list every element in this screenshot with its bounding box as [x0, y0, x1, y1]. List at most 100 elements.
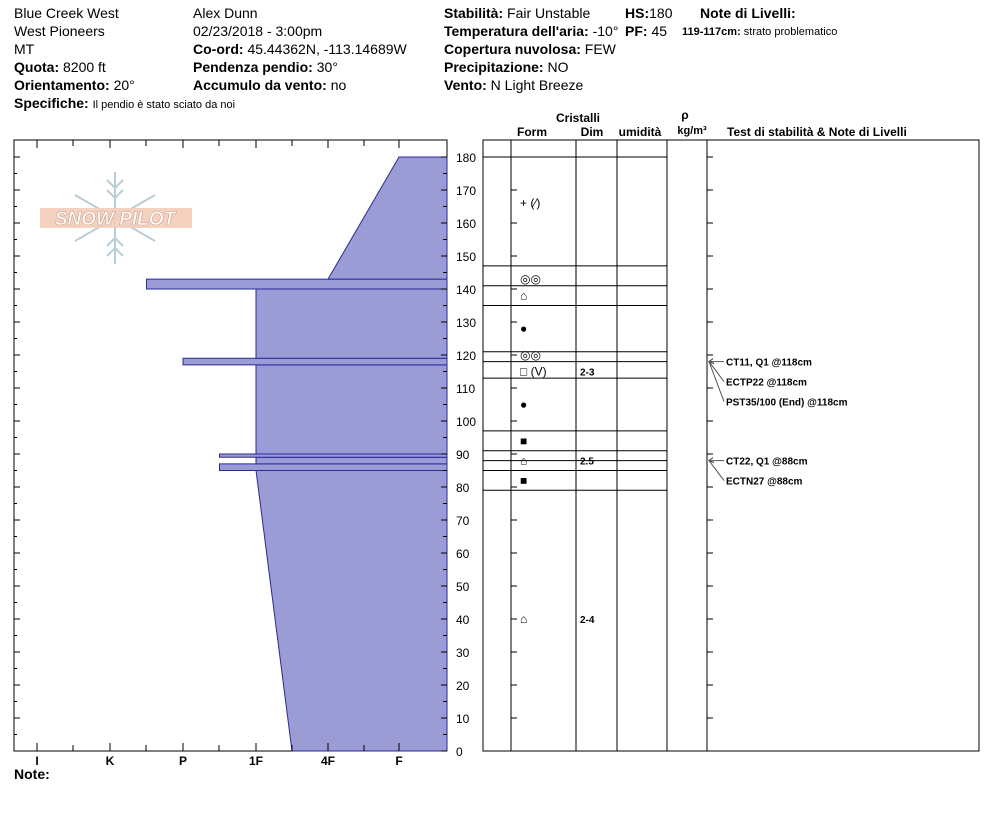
hardness-axis: I K P 1F 4F F	[35, 140, 403, 768]
coord-value: 45.44362N, -113.14689W	[247, 41, 407, 57]
spec-value: Il pendio è stato sciato da noi	[92, 99, 236, 111]
spec-label: Specifiche:	[14, 95, 89, 111]
air-label: Temperatura dell'aria:	[444, 23, 589, 39]
y-tick-label: 110	[456, 382, 475, 396]
hardness-segment	[327, 156, 448, 280]
hs-label: HS:	[625, 5, 650, 21]
layer-notes-label: Note di Livelli:	[700, 5, 796, 21]
grain-form-symbol: ●	[520, 322, 527, 336]
snowpilot-logo: SNOW PILOT	[40, 172, 192, 264]
height-axis: 0 10 20 30 40 50 60 70 80 90 100 110 120 130 140 150 160…	[441, 151, 476, 759]
hardness-profile	[146, 156, 448, 752]
stab-field: Stabilità: Fair Unstable	[444, 4, 590, 22]
stab-label: Stabilità:	[444, 5, 504, 21]
test-arrowhead	[707, 457, 715, 464]
x-tick-label: F	[395, 754, 402, 768]
datetime: 02/23/2018 - 3:00pm	[193, 23, 323, 39]
spec-field: Specifiche: Il pendio è stato sciato da …	[14, 94, 235, 114]
hs-field: HS:180	[625, 4, 672, 22]
coord-field: Co-ord: 45.44362N, -113.14689W	[193, 40, 407, 58]
grain-size: 2-3	[580, 368, 595, 379]
quota-value: 8200 ft	[63, 59, 106, 75]
y-tick-label: 180	[456, 151, 476, 165]
layer-boundaries	[483, 156, 667, 491]
coord-label: Co-ord:	[193, 41, 244, 57]
stab-value: Fair Unstable	[507, 5, 591, 21]
y-tick-label: 30	[456, 646, 470, 660]
col-header-umidita: umidità	[619, 125, 662, 139]
y-tick-label: 160	[456, 217, 476, 231]
y-tick-label: 100	[456, 415, 476, 429]
pf-field: PF: 45	[625, 22, 667, 40]
grain-form-symbol: + (⁄)	[520, 196, 540, 210]
test-result: PST35/100 (End) @118cm	[726, 398, 848, 409]
y-tick-label: 170	[456, 184, 476, 198]
grain-form-symbol: ■	[520, 473, 527, 487]
y-tick-label: 90	[456, 448, 470, 462]
y-tick-label: 70	[456, 514, 470, 528]
x-tick-label: P	[179, 754, 187, 768]
y-tick-label: 80	[456, 481, 470, 495]
col-header-dim: Dim	[581, 125, 604, 139]
hardness-segment	[219, 463, 448, 471]
air-value: -10°	[592, 23, 619, 39]
col-header-density-unit: kg/m³	[677, 125, 707, 137]
hardness-segment	[182, 357, 448, 366]
left-ticks	[14, 156, 20, 752]
hardness-segment	[255, 364, 448, 455]
test-result: ECTN27 @88cm	[726, 477, 803, 488]
x-tick-label: K	[106, 754, 115, 768]
range-name: West Pioneers	[14, 23, 105, 39]
air-field: Temperatura dell'aria: -10°	[444, 22, 618, 40]
grain-form-symbol: ◎◎	[520, 348, 541, 362]
precip-label: Precipitazione:	[444, 59, 544, 75]
wind-load-value: no	[330, 77, 347, 93]
observer-name: Alex Dunn	[193, 5, 258, 21]
cloud-field: Copertura nuvolosa: FEW	[444, 40, 616, 58]
grain-size: 2-4	[580, 615, 595, 626]
y-tick-label: 60	[456, 547, 470, 561]
pf-value: 45	[651, 23, 668, 39]
wind-load-field: Accumulo da vento: no	[193, 76, 346, 94]
layer-note-range: 119-117cm:	[682, 26, 741, 38]
stability-tests: CT22, Q1 @88cm ECTN27 @88cm CT11, Q1 @118c…	[707, 358, 848, 488]
col-header-form: Form	[517, 125, 547, 139]
hardness-segment	[255, 456, 448, 465]
hardness-segment	[255, 470, 448, 752]
wind-field: Vento: N Light Breeze	[444, 76, 583, 94]
grain-form-symbol: □ (V)	[520, 365, 547, 379]
quota-field: Quota: 8200 ft	[14, 58, 106, 76]
col-header-tests: Test di stabilità & Note di Livelli	[727, 125, 907, 139]
precip-value: NO	[547, 59, 569, 75]
col-header-rho: ρ	[681, 108, 688, 122]
y-tick-label: 50	[456, 580, 470, 594]
layer-symbols: + (⁄) ◎◎ ⌂ ● ◎◎ □ (V) 2-3 ● ■ ⌂ 2.5 ■ ⌂ 2-4	[520, 196, 595, 626]
pf-label: PF:	[625, 23, 648, 39]
cloud-value: FEW	[584, 41, 616, 57]
note-label: Note:	[14, 766, 50, 782]
test-arrow	[708, 361, 725, 402]
test-arrowhead	[707, 358, 715, 365]
test-arrow	[708, 460, 725, 481]
grain-size: 2.5	[580, 457, 594, 468]
wind-label: Vento:	[444, 77, 487, 93]
test-arrow	[708, 361, 725, 382]
state-name: MT	[14, 41, 35, 57]
grain-form-symbol: ◎◎	[520, 272, 541, 286]
quota-label: Quota:	[14, 59, 60, 75]
y-tick-label: 10	[456, 712, 470, 726]
orient-label: Orientamento:	[14, 77, 110, 93]
location-name: Blue Creek West	[14, 5, 119, 21]
grain-form-symbol: ⌂	[520, 612, 527, 626]
y-tick-label: 20	[456, 679, 470, 693]
x-tick-label: I	[35, 754, 38, 768]
test-result: CT11, Q1 @118cm	[726, 358, 812, 369]
slope-value: 30°	[316, 59, 338, 75]
wind-value: N Light Breeze	[490, 77, 584, 93]
layer-note: 119-117cm: strato problematico	[682, 23, 837, 41]
y-tick-label: 40	[456, 613, 470, 627]
y-tick-label: 0	[456, 745, 463, 759]
x-tick-label: 1F	[249, 754, 263, 768]
test-result: CT22, Q1 @88cm	[726, 457, 808, 468]
